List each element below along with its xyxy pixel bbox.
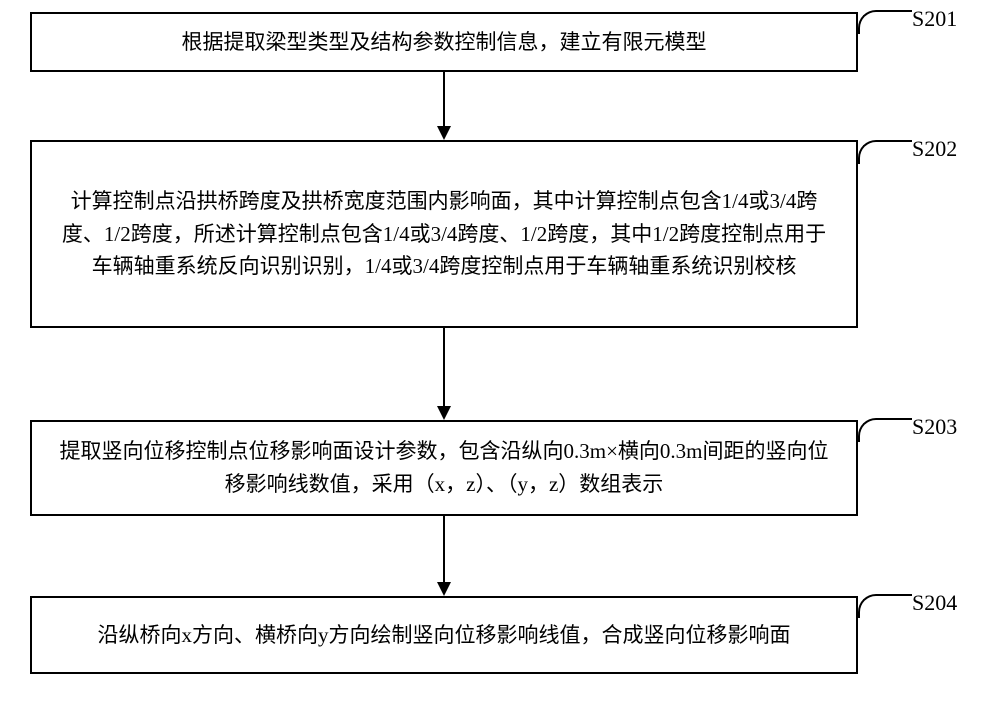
label-connector bbox=[858, 140, 912, 164]
step-label-s201: S201 bbox=[912, 6, 957, 32]
arrow-line bbox=[443, 516, 445, 584]
step-label-s204: S204 bbox=[912, 590, 957, 616]
flow-node-text: 提取竖向位移控制点位移影响面设计参数，包含沿纵向0.3m×横向0.3m间距的竖向… bbox=[52, 435, 836, 500]
flow-node-text: 沿纵桥向x方向、横桥向y方向绘制竖向位移影响线值，合成竖向位移影响面 bbox=[98, 619, 791, 652]
flow-node-text: 计算控制点沿拱桥跨度及拱桥宽度范围内影响面，其中计算控制点包含1/4或3/4跨度… bbox=[52, 185, 836, 283]
step-label-s202: S202 bbox=[912, 136, 957, 162]
label-connector bbox=[858, 10, 912, 34]
arrow-head-icon bbox=[437, 406, 451, 420]
step-label-s203: S203 bbox=[912, 414, 957, 440]
arrow-line bbox=[443, 72, 445, 128]
flow-node-s204: 沿纵桥向x方向、横桥向y方向绘制竖向位移影响线值，合成竖向位移影响面 bbox=[30, 596, 858, 674]
arrow-line bbox=[443, 328, 445, 408]
flow-node-s201: 根据提取梁型类型及结构参数控制信息，建立有限元模型 bbox=[30, 12, 858, 72]
arrow-head-icon bbox=[437, 582, 451, 596]
flow-node-s203: 提取竖向位移控制点位移影响面设计参数，包含沿纵向0.3m×横向0.3m间距的竖向… bbox=[30, 420, 858, 516]
arrow-head-icon bbox=[437, 126, 451, 140]
label-connector bbox=[858, 418, 912, 442]
flow-node-s202: 计算控制点沿拱桥跨度及拱桥宽度范围内影响面，其中计算控制点包含1/4或3/4跨度… bbox=[30, 140, 858, 328]
label-connector bbox=[858, 594, 912, 618]
flow-node-text: 根据提取梁型类型及结构参数控制信息，建立有限元模型 bbox=[182, 26, 707, 59]
